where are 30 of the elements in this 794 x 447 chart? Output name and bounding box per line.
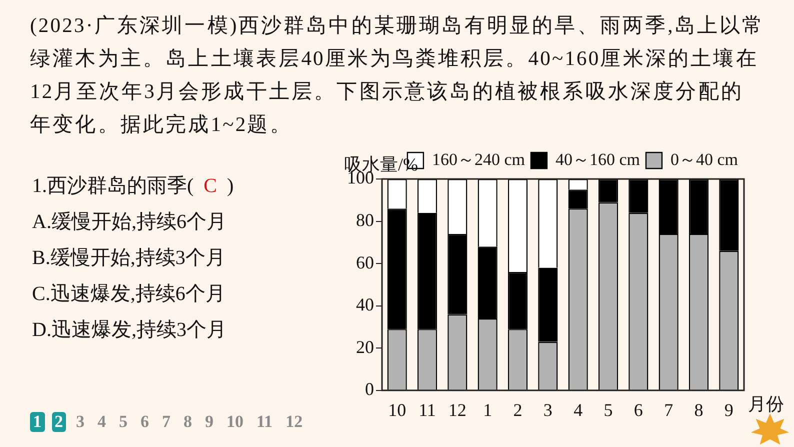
chart-title: (2023·广东深圳一模)西沙群岛中的某珊瑚岛有明显的旱、雨两季,岛上以常绿灌木为主。岛上土壤表层40厘米为鸟粪堆积层。40~160厘米深的土壤在12月至次年3月会形成干土层。下图示意该岛的植被根系吸水深度分配的年变化。据此完成1~2题。 [30,14,765,138]
x-tick-label: 4 [574,400,583,420]
x-tick-label: 6 [634,400,643,420]
y-tick-label: 60 [356,252,374,272]
text: 1 2 3 4 5 6 7 8 9 10 11 12 [33,412,303,431]
y-tick-label: 40 [356,294,374,315]
x-tick-label: 1 [483,400,492,420]
y-tick-label: 0 [365,379,374,400]
x-tick-label: 3 [543,400,552,420]
x-tick-label: 7 [664,400,674,420]
text: C [204,175,218,197]
legend-label: 160～240 cm [432,150,525,169]
legend-label: 40～160 cm [555,150,640,169]
text: C.迅速爆发,持续6个月 [32,283,226,305]
text: 1.西沙群岛的雨季( [32,175,194,197]
x-tick-label: 12 [448,400,466,420]
x-axis-title: 月份 [748,394,784,414]
text: B.缓慢开始,持续3个月 [32,247,226,269]
text: ) [227,175,234,197]
x-tick-label: 5 [604,400,613,420]
x-tick-label: 2 [513,400,522,420]
text: D.迅速爆发,持续3个月 [32,319,226,341]
x-tick-label: 8 [694,400,704,420]
x-tick-label: 10 [388,400,406,420]
legend-label: 0～40 cm [670,150,738,169]
y-tick-label: 80 [356,210,374,230]
y-tick-label: 20 [356,336,374,357]
text: A.缓慢开始,持续6个月 [32,211,226,233]
x-tick-label: 11 [418,400,436,420]
x-tick-label: 9 [724,400,734,420]
